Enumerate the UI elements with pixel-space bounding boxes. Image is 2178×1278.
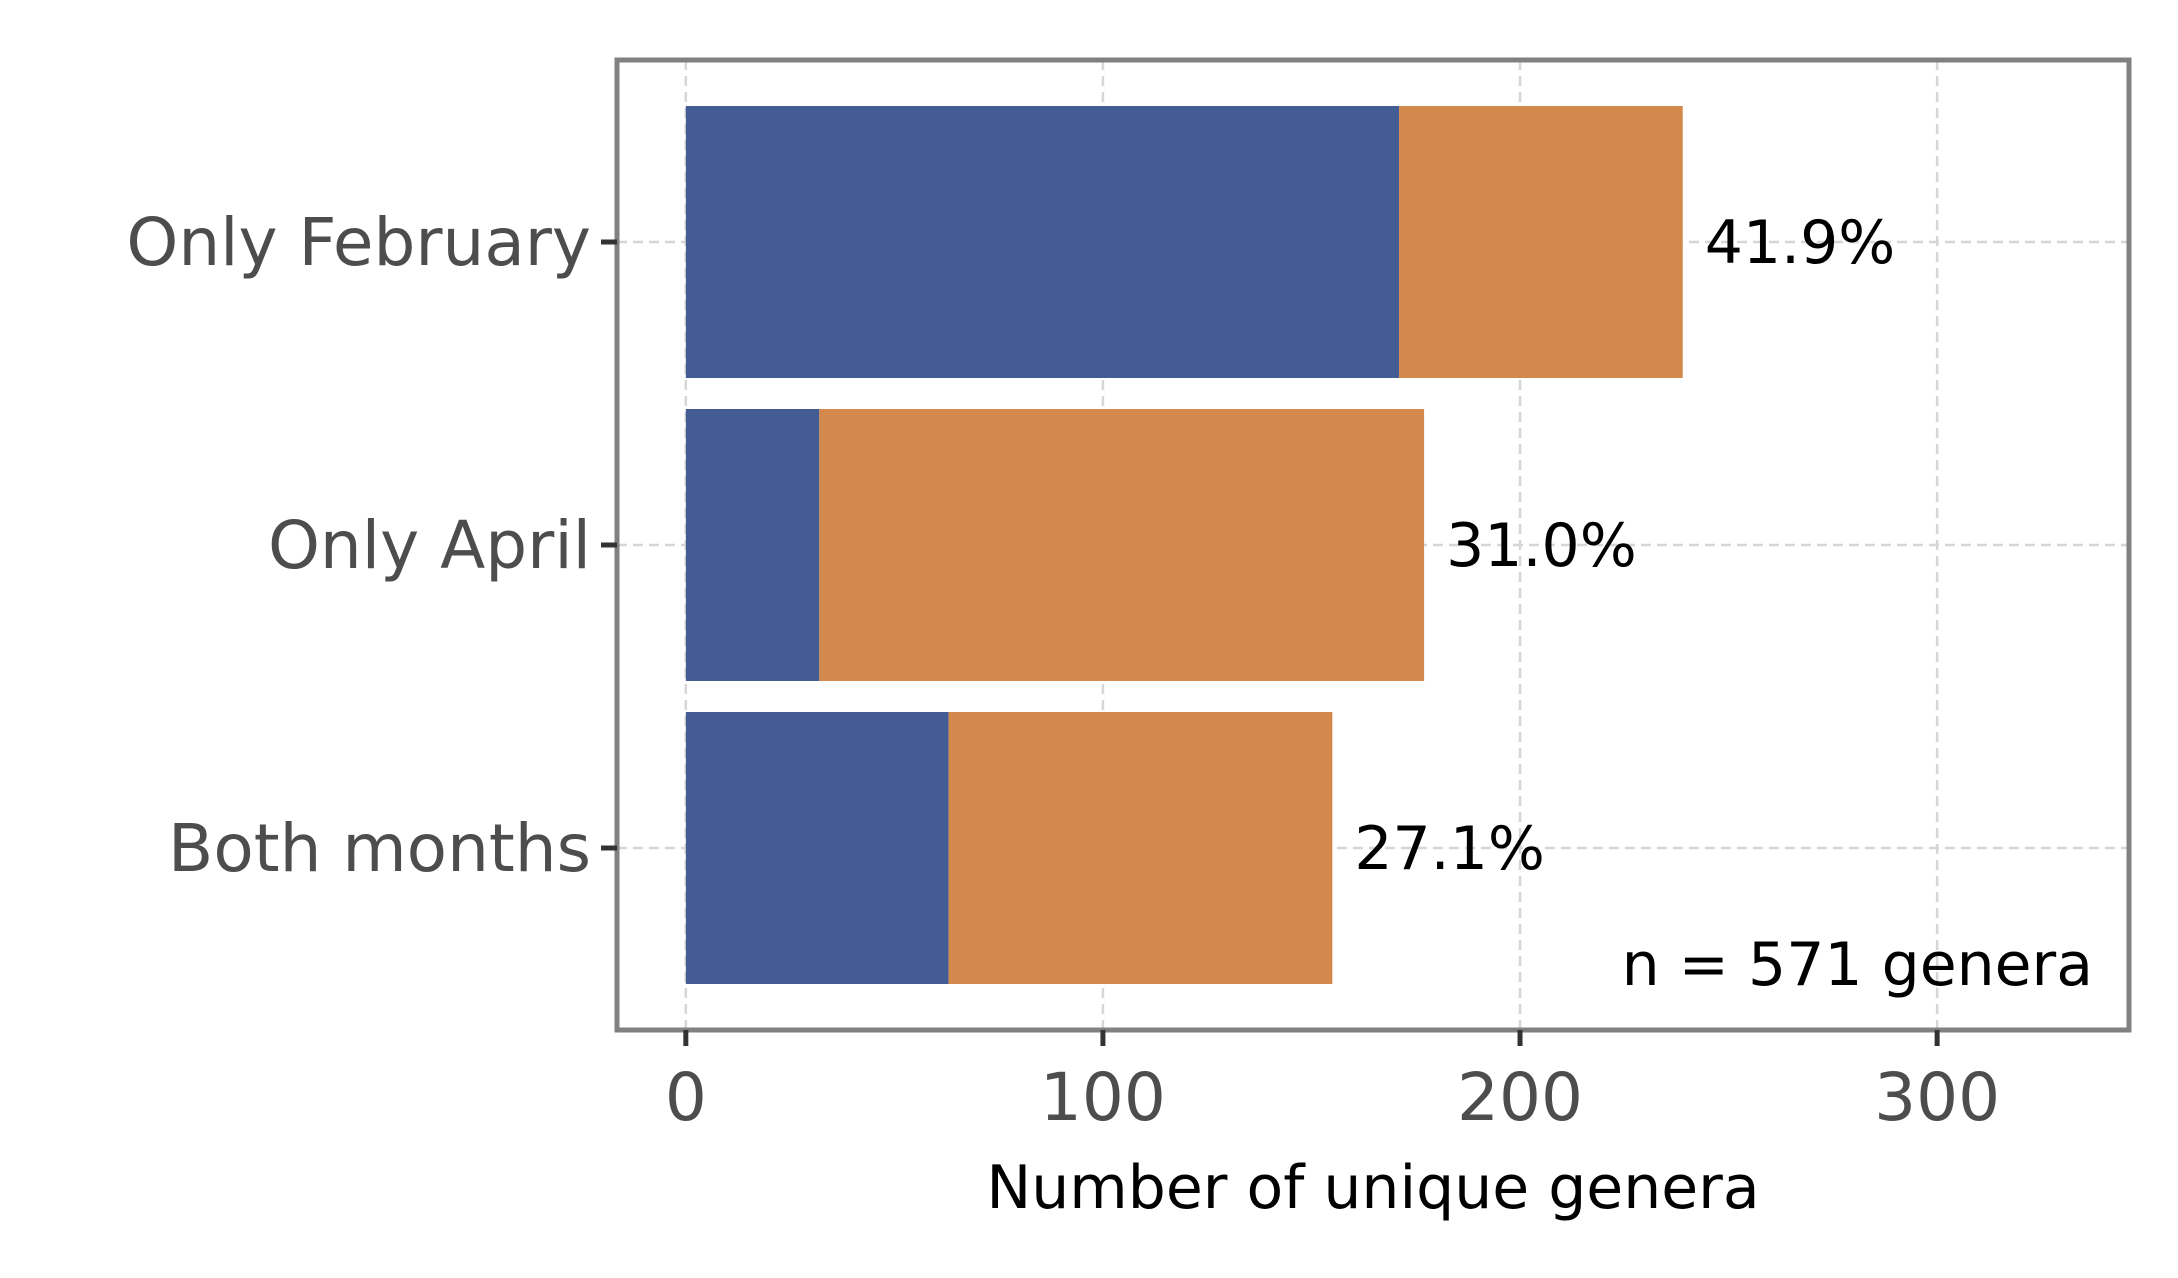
bar-percent-label: 31.0%	[1446, 511, 1637, 581]
bar-segment-2	[1399, 106, 1683, 378]
category-label: Only April	[268, 507, 591, 584]
sample-size-annotation: n = 571 genera	[1622, 930, 2093, 1000]
bar-segment-1	[685, 712, 949, 984]
bar-segment-1	[685, 409, 820, 681]
bar-percent-label: 41.9%	[1705, 208, 1896, 278]
x-tick-label: 0	[665, 1059, 707, 1136]
x-axis-title: Number of unique genera	[986, 1153, 1759, 1223]
x-tick-label: 200	[1457, 1059, 1583, 1136]
bar-segment-2	[948, 712, 1333, 984]
data-labels: 41.9% 31.0% 27.1%	[1354, 208, 1895, 884]
category-label: Only February	[126, 204, 591, 281]
bar-segment-1	[685, 106, 1400, 378]
x-tick-label: 100	[1040, 1059, 1166, 1136]
bars	[685, 106, 1683, 984]
x-tick-label: 300	[1874, 1059, 2000, 1136]
bar-segment-2	[819, 409, 1425, 681]
bar-percent-label: 27.1%	[1354, 814, 1545, 884]
axis-ticks: 0 100 200 300 Only February Only April Both mo…	[126, 204, 2000, 1136]
category-label: Both months	[168, 810, 591, 887]
